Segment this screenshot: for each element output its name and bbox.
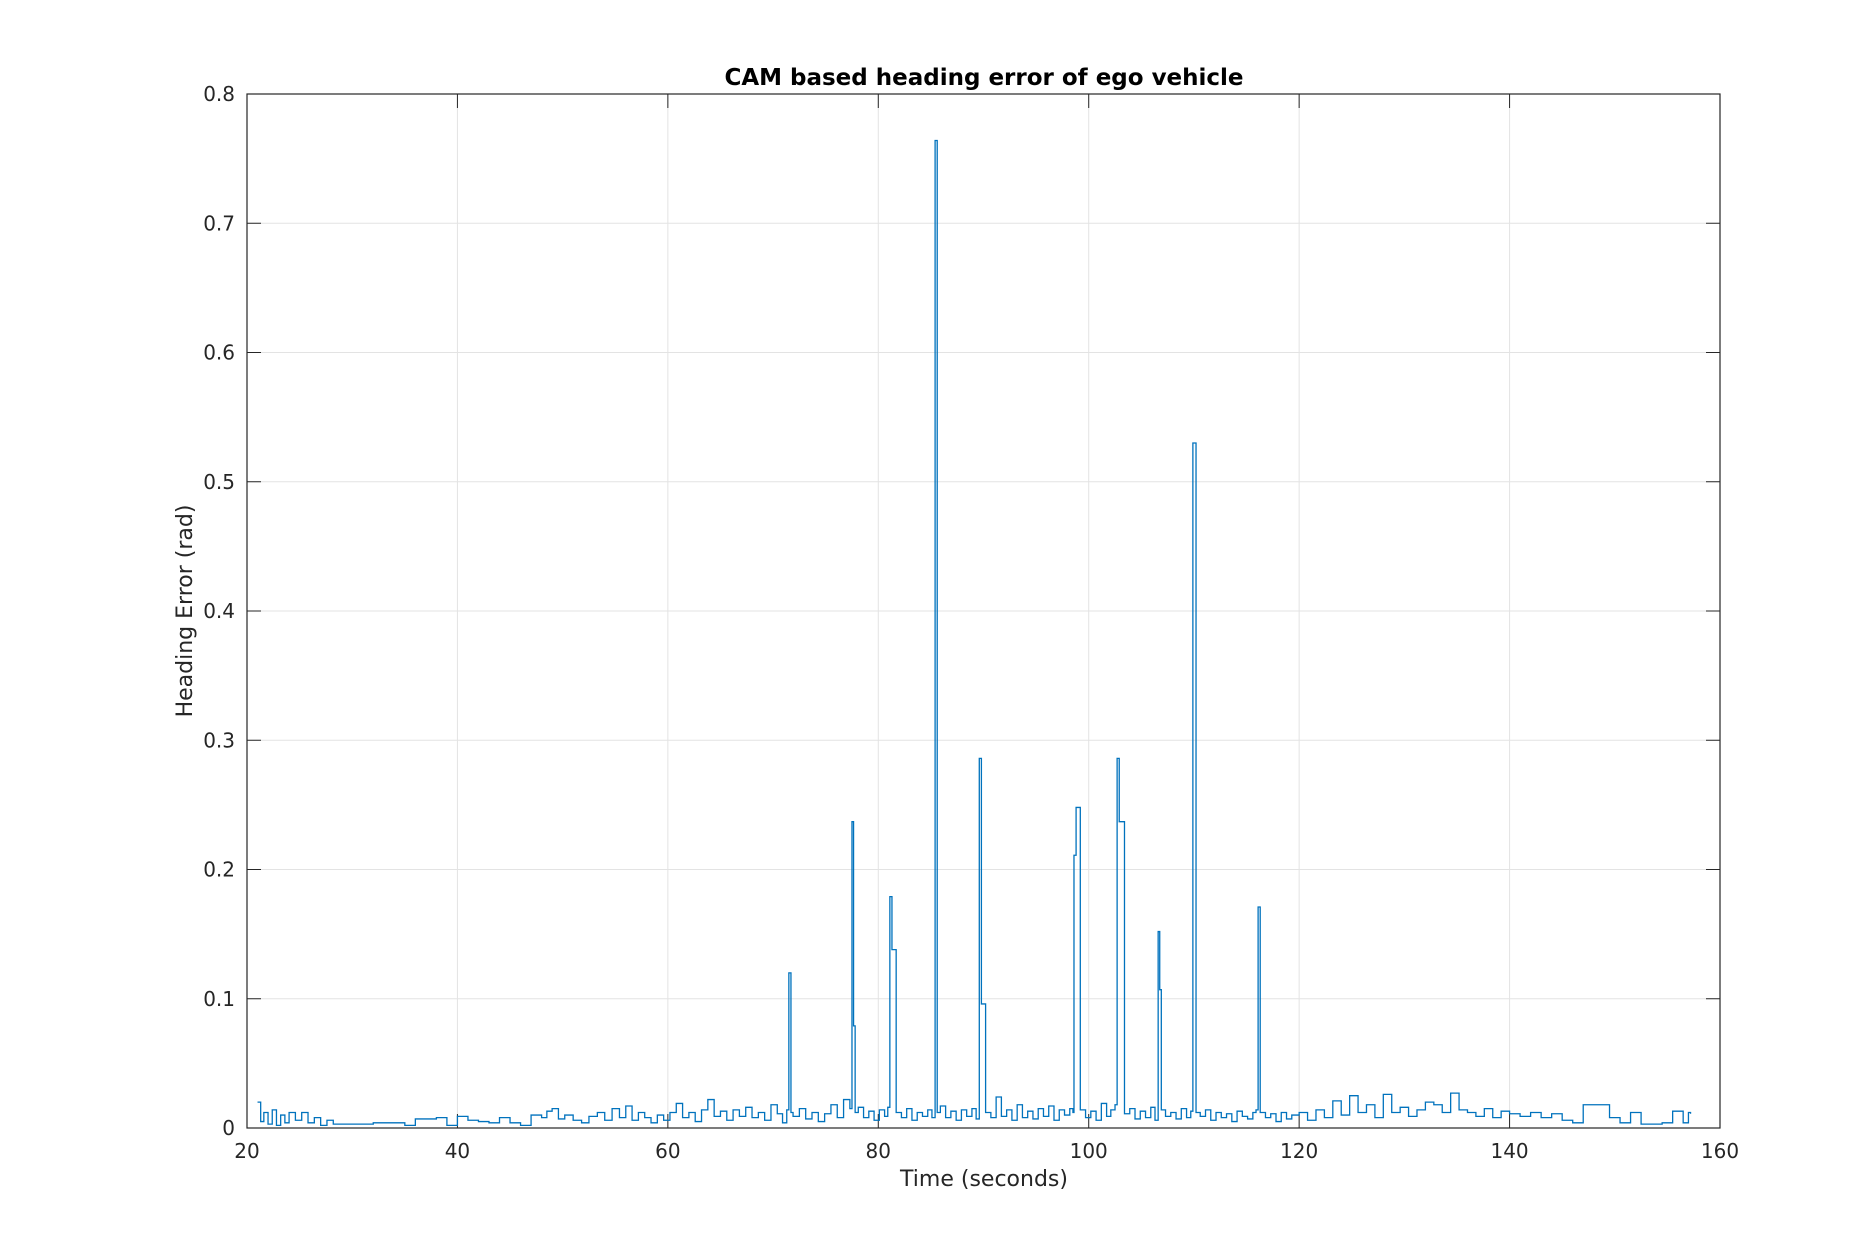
grid-lines [246,93,1721,1129]
x-tick-label: 60 [655,1139,680,1163]
x-tick-label: 120 [1280,1139,1318,1163]
y-tick-label: 0.3 [203,728,235,752]
chart-title: CAM based heading error of ego vehicle [724,65,1243,91]
y-axis-tick-labels: 0 0.1 0.2 0.3 0.4 0.5 0.6 0.7 0.8 [203,82,235,1140]
y-tick-label: 0.4 [203,599,235,623]
x-tick-label: 40 [445,1139,470,1163]
y-tick-label: 0.5 [203,470,235,494]
x-axis-tick-labels: 20 40 60 80 100 120 140 160 [234,1139,1739,1163]
axis-tick-marks [246,93,1721,1129]
x-tick-label: 100 [1070,1139,1108,1163]
y-axis-title: Heading Error (rad) [173,505,198,718]
x-tick-label: 160 [1701,1139,1739,1163]
y-tick-label: 0.7 [203,211,235,235]
x-tick-label: 140 [1490,1139,1528,1163]
x-axis-title: Time (seconds) [899,1167,1068,1192]
y-tick-label: 0.6 [203,341,235,365]
y-tick-label: 0.8 [203,82,235,106]
y-tick-label: 0.1 [203,987,235,1011]
heading-error-series-line [257,139,1692,1127]
y-tick-label: 0.2 [203,858,235,882]
x-tick-label: 20 [234,1139,259,1163]
y-tick-label: 0 [222,1116,235,1140]
x-tick-label: 80 [866,1139,891,1163]
